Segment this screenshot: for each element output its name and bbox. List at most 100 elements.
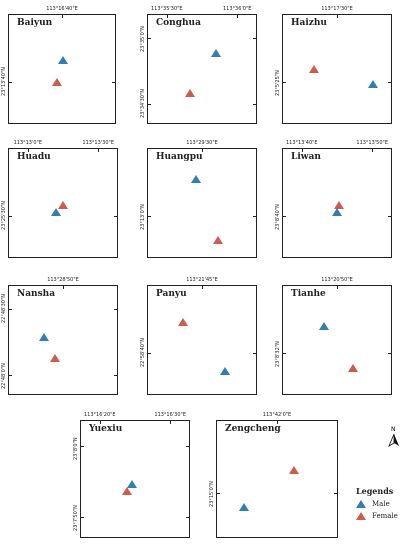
longitude-label: 113°42'0"E (262, 412, 292, 418)
tick-mark (277, 420, 278, 424)
latitude-label: 22°58'40"N (140, 338, 146, 368)
tick-mark (166, 14, 168, 18)
longitude-label: 113°17'30"E (321, 6, 353, 12)
district-name: Zengcheng (225, 424, 281, 434)
longitude-label: 113°13'0"E (13, 140, 43, 146)
longitude-label: 113°13'50"E (356, 140, 388, 146)
latitude-label: 23°8'0"N (73, 437, 79, 460)
tick-mark (147, 216, 151, 218)
female-location-marker (57, 201, 68, 210)
tick-mark (98, 148, 100, 152)
female-triangle-icon (356, 512, 366, 520)
district-name: Panyu (156, 289, 187, 299)
latitude-label: 23°25'30"N (1, 201, 7, 231)
tick-mark (147, 353, 151, 355)
tick-mark (112, 82, 116, 84)
legend-label-female: Female (372, 512, 398, 520)
tick-mark (186, 445, 190, 447)
longitude-label: 113°16'40"E (46, 6, 78, 12)
latitude-label: 23°13'40"N (1, 67, 7, 97)
tick-mark (282, 82, 286, 84)
map-panel-haizhu: Haizhu (282, 14, 392, 124)
female-location-marker (308, 65, 319, 73)
legend-item-female: Female (356, 512, 398, 520)
tick-mark (237, 14, 239, 18)
tick-mark (8, 375, 12, 377)
map-panel-zengcheng: Zengcheng (216, 420, 338, 538)
male-location-marker (39, 332, 50, 341)
longitude-label: 113°13'40"E (285, 140, 318, 146)
latitude-label: 23°15'0"N (209, 481, 215, 508)
tick-mark (186, 516, 190, 518)
longitude-label: 113°20'50"E (321, 277, 353, 283)
map-panel-conghua: Conghua (147, 14, 257, 124)
female-location-marker (288, 465, 299, 474)
female-location-marker (213, 236, 224, 245)
longitude-label: 113°28'50"E (47, 277, 79, 283)
tick-mark (99, 420, 101, 424)
tick-mark (337, 14, 338, 18)
tick-mark (114, 375, 118, 377)
tick-mark (388, 353, 392, 355)
tick-mark (388, 216, 392, 218)
latitude-label: 23°13'0"N (140, 204, 146, 231)
latitude-label: 22°48'30"N (1, 294, 7, 324)
district-name: Nansha (17, 289, 56, 299)
map-panel-huangpu: Huangpu (147, 148, 257, 258)
tick-mark (62, 14, 63, 18)
tick-mark (8, 309, 12, 311)
tick-mark (334, 493, 338, 495)
latitude-label: 23°7'50"N (73, 504, 79, 531)
tick-mark (372, 148, 374, 152)
male-location-marker (51, 207, 62, 216)
latitude-label: 23°8'40"N (275, 204, 281, 231)
longitude-label: 113°36'0"E (222, 6, 252, 12)
map-panel-baiyun: Baiyun (8, 14, 116, 124)
longitude-label: 113°13'30"E (82, 140, 114, 146)
tick-mark (202, 285, 203, 289)
tick-mark (147, 104, 151, 106)
male-location-marker (368, 80, 379, 89)
north-arrow-icon (388, 433, 399, 447)
district-name: Haizhu (291, 18, 327, 28)
female-location-marker (50, 353, 61, 362)
female-location-marker (348, 363, 359, 372)
male-location-marker (211, 48, 222, 57)
tick-mark (63, 285, 64, 289)
tick-mark (202, 148, 203, 152)
male-triangle-icon (356, 500, 366, 508)
female-location-marker (178, 318, 189, 327)
map-panel-yuexiu: Yuexiu (80, 420, 190, 538)
longitude-label: 113°29'30"E (186, 140, 218, 146)
tick-mark (337, 285, 338, 289)
latitude-label: 22°48'0"N (1, 363, 7, 390)
male-location-marker (331, 207, 342, 216)
district-name: Conghua (156, 18, 201, 28)
tick-mark (282, 216, 286, 218)
district-name: Huadu (17, 152, 51, 162)
map-panel-nansha: Nansha (8, 285, 118, 395)
tick-mark (80, 516, 84, 518)
tick-mark (253, 104, 257, 106)
district-name: Huangpu (156, 152, 203, 162)
tick-mark (253, 353, 257, 355)
male-location-marker (318, 321, 329, 330)
tick-mark (8, 216, 12, 218)
latitude-label: 23°8'32"N (275, 341, 281, 368)
tick-mark (253, 38, 257, 40)
legend: Legends Male Female (356, 486, 398, 524)
north-arrow: N (388, 426, 400, 448)
district-name: Baiyun (17, 18, 53, 28)
male-location-marker (126, 479, 137, 488)
map-panel-panyu: Panyu (147, 285, 257, 395)
tick-mark (216, 493, 220, 495)
female-location-marker (51, 78, 62, 87)
tick-mark (301, 148, 303, 152)
district-name: Yuexiu (89, 424, 123, 434)
male-location-marker (58, 56, 68, 65)
tick-mark (253, 216, 257, 218)
longitude-label: 113°21'45"E (186, 277, 218, 283)
female-location-marker (122, 486, 133, 495)
map-panel-liwan: Liwan (282, 148, 392, 258)
tick-mark (147, 38, 151, 40)
